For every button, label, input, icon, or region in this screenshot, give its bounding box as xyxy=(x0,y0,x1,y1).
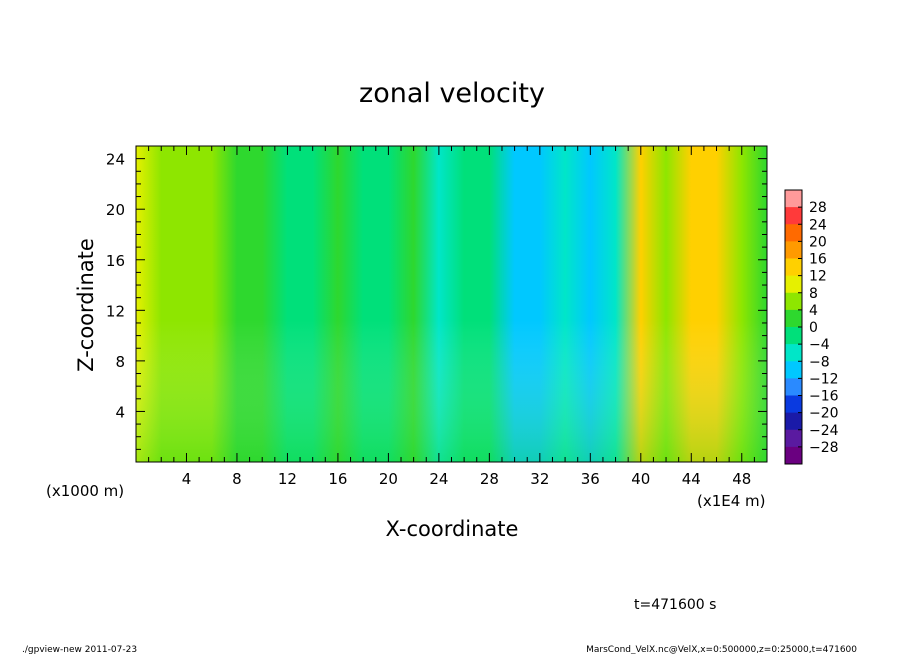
colorbar-label: 28 xyxy=(809,200,827,216)
colorbar-label: 24 xyxy=(809,217,827,233)
x-tick-label: 8 xyxy=(232,470,242,488)
x-axis: 4 8 12 16 20 24 28 32 36 40 44 48 xyxy=(135,146,768,488)
colorbar-swatch xyxy=(785,275,802,294)
colorbar-label: 12 xyxy=(809,269,827,285)
time-label: t=471600 s xyxy=(634,597,716,613)
y-tick-label: 16 xyxy=(106,252,125,270)
y-tick-label: 4 xyxy=(115,403,125,421)
y-tick-label: 8 xyxy=(115,353,125,371)
colorbar-swatch xyxy=(785,309,802,328)
y-tick-label: 24 xyxy=(106,151,125,169)
y-tick-label: 20 xyxy=(106,201,125,219)
colorbar-label: 0 xyxy=(809,320,818,336)
x-tick-label: 20 xyxy=(379,470,398,488)
x-tick-label: 16 xyxy=(328,470,347,488)
x-unit-label: (x1E4 m) xyxy=(697,492,766,510)
colorbar-label: −4 xyxy=(809,337,830,353)
x-tick-label: 32 xyxy=(530,470,549,488)
colorbar-label: −28 xyxy=(809,440,839,456)
velocity-field xyxy=(136,146,767,462)
x-tick-label: 4 xyxy=(182,470,192,488)
x-tick-label: 24 xyxy=(429,470,448,488)
field-lower-blend xyxy=(136,146,767,462)
colorbar-label: 20 xyxy=(809,234,827,250)
x-tick-label: 36 xyxy=(581,470,600,488)
colorbar-swatch xyxy=(785,190,802,208)
y-axis: 4 8 12 16 20 24 xyxy=(106,145,767,463)
colorbar-label: 16 xyxy=(809,252,827,268)
colorbar-swatch xyxy=(785,429,802,448)
colorbar-swatch xyxy=(785,344,802,362)
colorbar-swatch xyxy=(785,258,802,277)
colorbar-swatch xyxy=(785,395,802,414)
y-axis-title: Z-coordinate xyxy=(74,238,98,372)
colorbar-swatch xyxy=(785,207,802,225)
x-tick-label: 40 xyxy=(631,470,650,488)
colorbar-label: −12 xyxy=(809,371,839,387)
footer-right: MarsCond_VelX.nc@VelX,x=0:500000,z=0:250… xyxy=(586,645,857,654)
x-tick-label: 28 xyxy=(480,470,499,488)
colorbar-label: 4 xyxy=(809,303,818,319)
x-tick-label: 12 xyxy=(278,470,297,488)
colorbar-swatch xyxy=(785,224,802,242)
colorbar-swatch xyxy=(785,446,802,465)
colorbar-swatch xyxy=(785,292,802,311)
footer-left: ./gpview-new 2011-07-23 xyxy=(22,645,137,654)
colorbar-label: −24 xyxy=(809,423,839,439)
x-tick-label: 48 xyxy=(732,470,751,488)
y-unit-label: (x1000 m) xyxy=(46,482,124,500)
chart-title: zonal velocity xyxy=(359,78,545,109)
y-tick-label: 12 xyxy=(106,302,125,320)
colorbar-label: 8 xyxy=(809,286,818,302)
x-axis-title: X-coordinate xyxy=(386,517,519,541)
colorbar-swatch xyxy=(785,361,802,379)
colorbar-swatch xyxy=(785,412,802,431)
colorbar-label: −20 xyxy=(809,406,839,422)
colorbar-label: −8 xyxy=(809,354,830,370)
colorbar-swatch xyxy=(785,327,802,345)
colorbar-swatch xyxy=(785,241,802,259)
x-tick-label: 44 xyxy=(682,470,701,488)
colorbar-swatch xyxy=(785,378,802,396)
colorbar-label: −16 xyxy=(809,389,839,405)
